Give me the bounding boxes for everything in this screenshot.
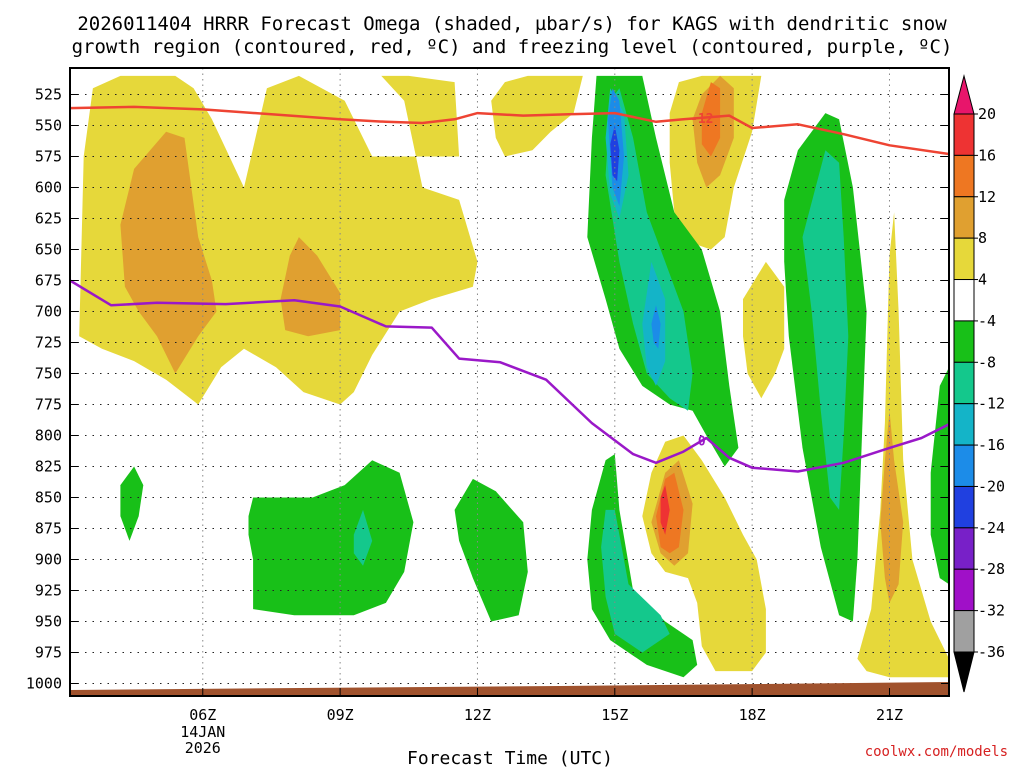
omega-region-24: [353, 509, 373, 566]
colorbar-label: 8: [978, 229, 987, 247]
y-tick-label: 775: [35, 396, 62, 414]
colorbar-bin: [953, 485, 975, 529]
colorbar-label: -8: [978, 353, 996, 371]
omega-region-17: [930, 367, 949, 585]
colorbar-label: -32: [978, 602, 1005, 620]
y-tick-label: 850: [35, 489, 62, 507]
y-tick-label: 900: [35, 551, 62, 569]
y-tick-label: 725: [35, 334, 62, 352]
x-tick-label: 15Z: [601, 706, 628, 724]
colorbar-label: -12: [978, 395, 1005, 413]
contour-label: 0: [698, 435, 706, 450]
contour-label: -12: [690, 112, 713, 127]
omega-region-10: [880, 410, 904, 603]
colorbar-bin: [953, 154, 975, 198]
omega-region-5: [857, 212, 949, 678]
omega-region-11: [701, 82, 721, 157]
freezing-level-contour: [70, 279, 949, 473]
colorbar-label: 4: [978, 271, 987, 289]
colorbar-bin: [953, 568, 975, 612]
x-tick-year-label: 2026: [185, 739, 221, 757]
contour-lines: -12 0: [70, 105, 949, 473]
y-axis-ticks: 525 550 575 600 625 650 675 700 725 750 775 800 825 8…: [26, 86, 949, 693]
y-tick-label: 525: [35, 86, 62, 104]
y-tick-label: 575: [35, 148, 62, 166]
omega-region-20: [454, 478, 528, 622]
colorbar-label: -24: [978, 519, 1005, 537]
y-tick-label: 625: [35, 210, 62, 228]
colorbar-label: -36: [978, 643, 1005, 661]
x-tick-label: 18Z: [739, 706, 766, 724]
y-tick-label: 825: [35, 458, 62, 476]
colorbar-bin: [953, 527, 975, 570]
colorbar-label: 20: [978, 105, 996, 123]
omega-region-3: [743, 261, 785, 399]
colorbar-bin: [953, 196, 975, 239]
omega-region-19: [248, 460, 414, 616]
y-tick-label: 700: [35, 303, 62, 321]
y-tick-label: 975: [35, 644, 62, 662]
omega-region-6: [120, 131, 217, 374]
colorbar-bin: [953, 320, 975, 363]
y-tick-label: 675: [35, 272, 62, 290]
x-tick-label: 12Z: [464, 706, 491, 724]
terrain-surface: [70, 682, 949, 696]
omega-region-23: [802, 150, 849, 510]
colorbar-label: 12: [978, 188, 996, 206]
y-tick-label: 650: [35, 241, 62, 259]
credit-text: coolwx.com/models: [865, 744, 1008, 760]
colorbar-bin: [953, 237, 975, 281]
colorbar-bin: [953, 361, 975, 405]
grid-lines: [70, 68, 949, 696]
colorbar-bin: [953, 610, 975, 653]
x-tick-label: 09Z: [327, 706, 354, 724]
chart-title-line2: growth region (contoured, red, ºC) and f…: [72, 36, 953, 58]
dendritic-growth-contour: [70, 105, 949, 156]
colorbar-bin: [953, 444, 975, 487]
colorbar-bin: [953, 279, 975, 322]
y-tick-label: 750: [35, 365, 62, 383]
omega-region-29: [610, 125, 620, 182]
y-tick-label: 950: [35, 613, 62, 631]
colorbar: 20 16 12 8 4 -4 -8 -12 -16 -20 -24 -28 -32 -36: [953, 74, 1005, 693]
colorbar-bottom-arrow: [953, 651, 975, 693]
chart-title-line1: 2026011404 HRRR Forecast Omega (shaded, …: [77, 13, 947, 35]
plot-frame: [69, 67, 950, 697]
colorbar-bin: [953, 403, 975, 446]
y-tick-label: 600: [35, 179, 62, 197]
omega-region-28: [651, 305, 661, 349]
colorbar-top-arrow: [953, 74, 975, 115]
x-axis-label: Forecast Time (UTC): [407, 748, 613, 768]
colorbar-label: 16: [978, 146, 996, 164]
omega-region-22: [601, 509, 670, 653]
colorbar-label: -28: [978, 560, 1005, 578]
x-tick-label: 21Z: [876, 706, 903, 724]
y-tick-label: 550: [35, 117, 62, 135]
y-tick-label: 1000: [26, 675, 62, 693]
colorbar-label: -16: [978, 436, 1005, 454]
x-tick-date-label: 14JAN: [180, 723, 225, 741]
y-tick-label: 800: [35, 427, 62, 445]
omega-region-18: [120, 466, 144, 541]
colorbar-label: -4: [978, 312, 996, 330]
y-tick-label: 875: [35, 520, 62, 538]
colorbar-bin: [953, 113, 975, 156]
x-tick-label: 06Z: [189, 706, 216, 724]
y-tick-label: 925: [35, 582, 62, 600]
colorbar-label: -20: [978, 477, 1005, 495]
